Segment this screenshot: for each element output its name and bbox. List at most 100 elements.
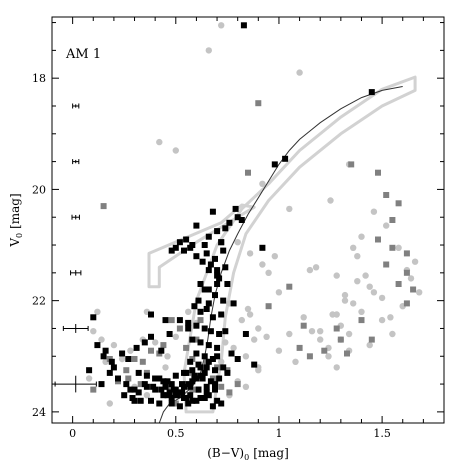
error-bar: [62, 324, 89, 333]
black-square-point: [108, 358, 115, 365]
lightgray-circle-point: [354, 278, 361, 285]
black-square-point: [368, 89, 375, 96]
lightgray-circle-point: [333, 364, 340, 371]
gray-square-point: [389, 217, 396, 223]
lightgray-circle-point: [230, 344, 237, 352]
black-square-point: [195, 386, 202, 393]
black-square-point: [127, 386, 134, 393]
black-square-point: [218, 239, 225, 246]
gray-square-point: [125, 375, 132, 382]
black-square-point: [207, 328, 214, 335]
lightgray-circle-point: [354, 253, 361, 260]
gray-square-point: [403, 269, 410, 276]
lightgray-circle-point: [172, 333, 179, 340]
gray-square-point: [296, 344, 303, 351]
gray-square-point: [160, 342, 167, 349]
black-square-point: [106, 369, 113, 376]
selection-boxes: [147, 75, 417, 414]
rgb-selection-box: [182, 75, 417, 414]
gray-square-point: [348, 161, 355, 168]
black-square-point: [220, 297, 227, 304]
lightgray-circle-point: [411, 258, 419, 265]
black-square-point: [205, 233, 212, 240]
black-square-point: [199, 258, 206, 265]
lightgray-circle-point: [333, 272, 340, 279]
black-square-point: [220, 247, 227, 254]
gray-square-point: [226, 389, 233, 396]
lightgray-circle-point: [106, 400, 114, 407]
black-square-point: [100, 353, 107, 360]
black-square-point: [218, 400, 225, 407]
black-square-point: [137, 397, 144, 404]
lightgray-circle-point: [286, 330, 293, 338]
lightgray-circle-point: [152, 339, 159, 346]
x-axis-label-sub: 0: [244, 453, 249, 462]
black-square-point: [226, 219, 233, 226]
lightgray-circle-point: [162, 364, 169, 371]
gray-square-point: [131, 356, 138, 362]
black-square-point: [183, 236, 190, 243]
gray-square-point: [148, 347, 154, 354]
black-square-point: [150, 383, 157, 390]
lightgray-circle-point: [325, 353, 332, 360]
black-square-point: [201, 395, 208, 401]
gray-square-point: [383, 261, 390, 268]
gray-square-point: [234, 381, 241, 388]
black-square-point: [148, 333, 154, 340]
black-square-point: [143, 383, 150, 390]
black-square-point: [193, 350, 200, 357]
black-square-point: [195, 297, 202, 304]
black-square-point: [240, 22, 247, 29]
lightgray-circle-point: [156, 138, 163, 146]
black-square-point: [205, 286, 212, 293]
gray-square-point: [375, 236, 381, 243]
black-square-point: [86, 367, 93, 374]
gray-square-point: [193, 336, 200, 343]
lightgray-circle-point: [271, 253, 278, 260]
black-square-point: [222, 264, 229, 271]
black-square-point: [212, 381, 218, 388]
lightgray-circle-point: [416, 289, 423, 296]
lightgray-circle-point: [345, 330, 353, 338]
gray-square-point: [395, 281, 402, 287]
gray-square-point: [168, 317, 175, 324]
gray-square-point: [383, 192, 390, 198]
black-square-point: [125, 356, 132, 362]
black-square-point: [218, 311, 225, 318]
black-square-point: [228, 350, 235, 357]
black-square-point: [205, 300, 212, 307]
black-square-point: [201, 369, 208, 376]
x-tick-label: 0: [69, 427, 76, 440]
gray-square-point: [100, 203, 107, 210]
lightgray-circle-point: [98, 336, 105, 343]
gray-square-point: [286, 283, 293, 290]
lightgray-circle-point: [263, 333, 270, 340]
black-square-point: [193, 375, 200, 382]
black-square-point: [197, 339, 204, 346]
y-axis-label-main: V: [8, 238, 22, 248]
lightgray-circle-point: [205, 47, 212, 54]
gray-square-point: [410, 286, 417, 293]
black-square-point: [207, 378, 214, 385]
hb-selection-box: [147, 203, 256, 289]
black-square-point: [94, 342, 101, 349]
black-square-point: [166, 389, 173, 396]
black-square-point: [234, 356, 241, 362]
lightgray-circle-point: [185, 308, 192, 315]
lightgray-circle-point: [378, 294, 386, 302]
lightgray-circle-point: [317, 328, 324, 335]
lightgray-circle-point: [222, 339, 229, 346]
lightgray-circle-point: [378, 316, 386, 324]
lightgray-circle-point: [275, 289, 283, 296]
gray-square-point: [358, 317, 365, 324]
black-square-point: [183, 395, 190, 401]
black-square-point: [230, 300, 237, 307]
black-square-point: [193, 322, 200, 329]
black-square-point: [176, 239, 183, 246]
lightgray-circle-point: [286, 205, 293, 213]
black-square-point: [201, 325, 208, 332]
error-bar: [70, 270, 82, 276]
lightgray-circle-point: [333, 311, 340, 318]
black-square-point: [201, 286, 208, 293]
gray-square-point: [218, 383, 225, 390]
